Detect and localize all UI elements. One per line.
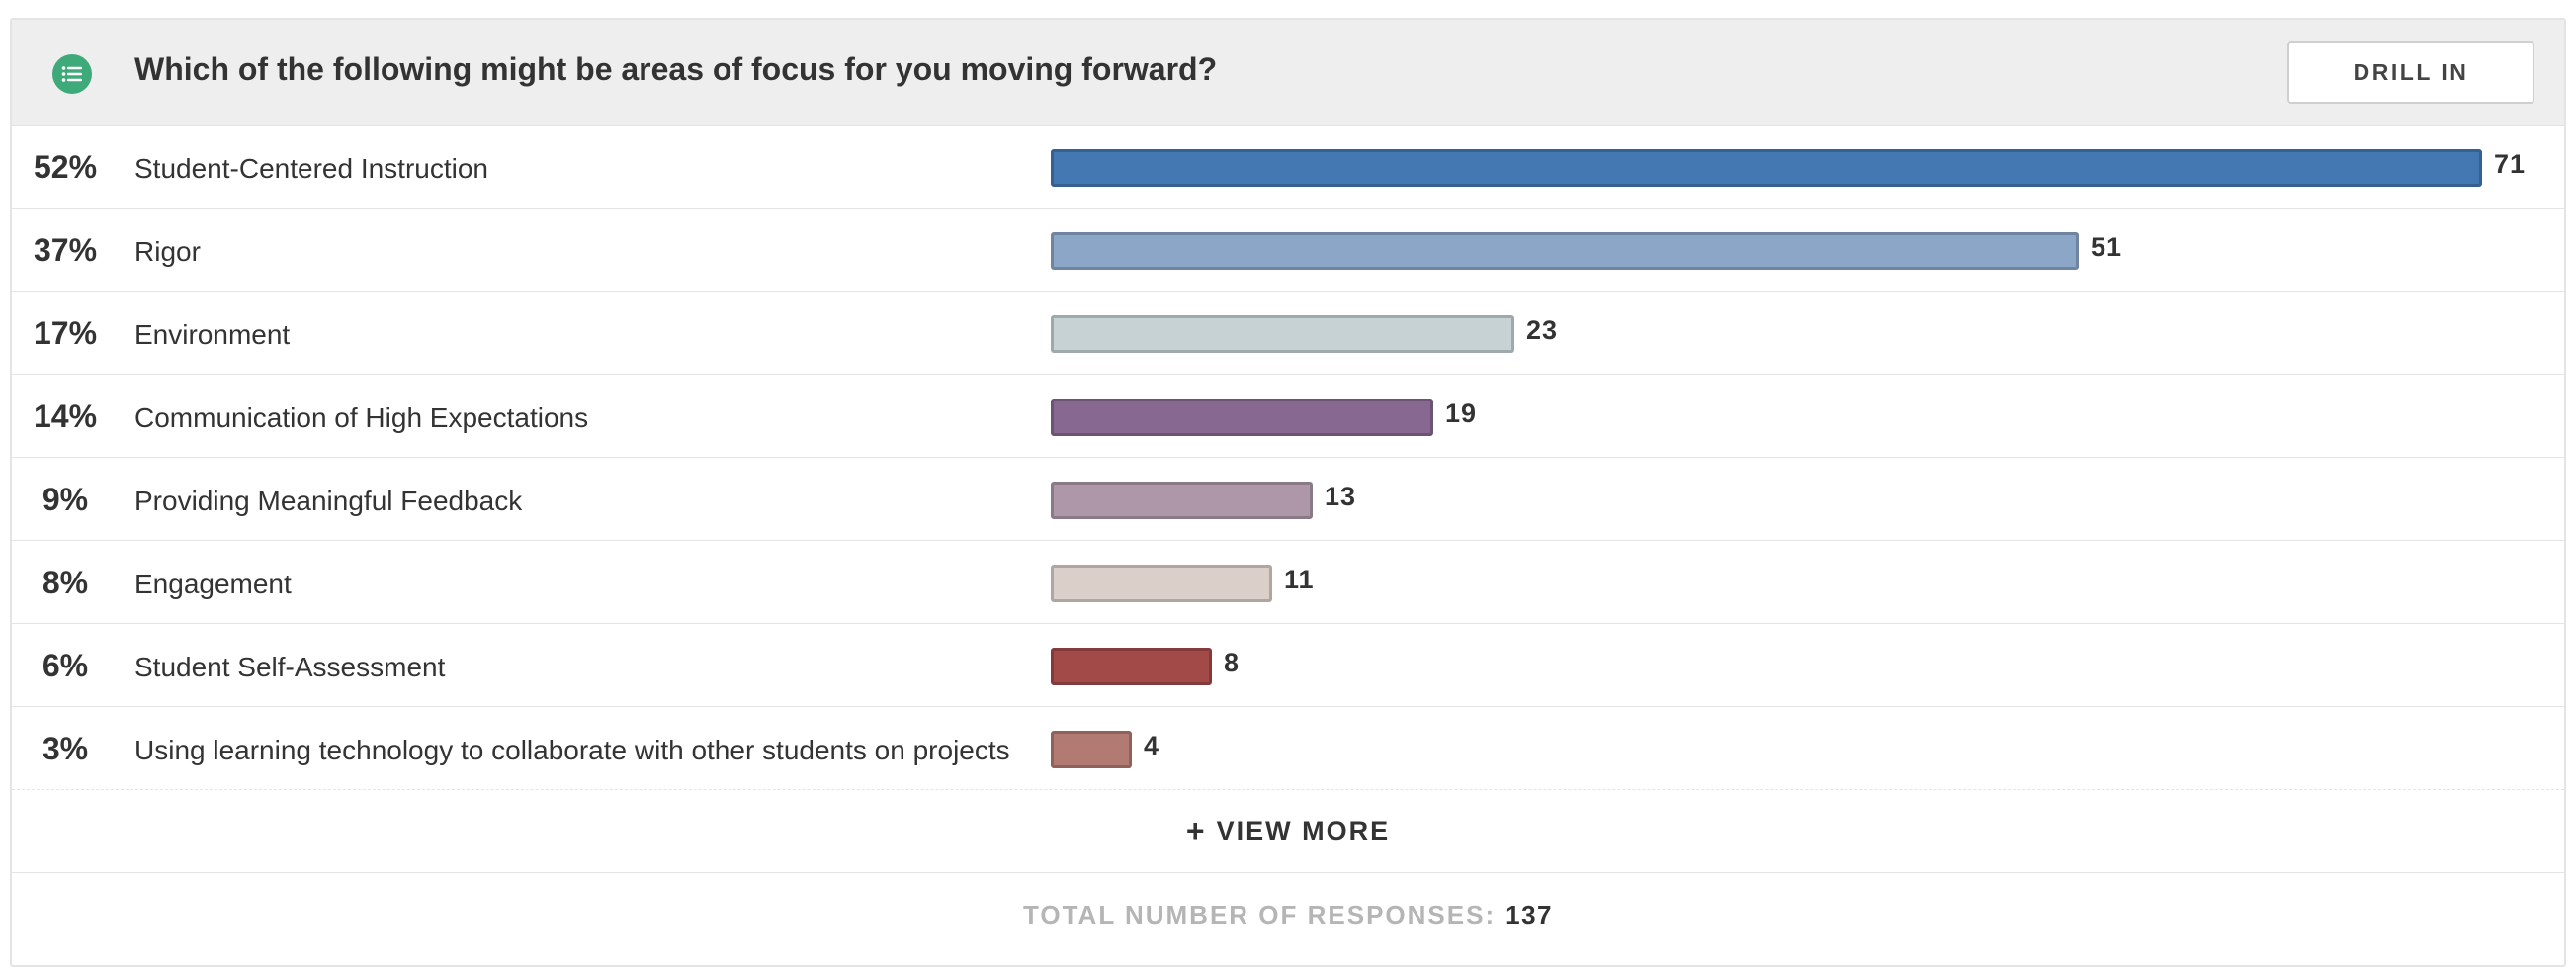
row-percentage: 17% <box>33 315 98 351</box>
question-header: Which of the following might be areas of… <box>12 20 2564 126</box>
bar <box>1051 482 1313 519</box>
row-label: Environment <box>134 319 291 350</box>
table-row: 3% Using learning technology to collabora… <box>12 707 2564 790</box>
total-responses-label: TOTAL NUMBER OF RESPONSES: <box>1022 899 1497 930</box>
row-label: Engagement <box>134 569 292 599</box>
drill-in-button[interactable]: DRILL IN <box>2287 41 2534 104</box>
bar <box>1051 731 1132 768</box>
bar <box>1051 315 1514 353</box>
table-row: 6% Student Self-Assessment 8 <box>12 624 2564 707</box>
row-label: Using learning technology to collaborate… <box>134 735 1010 765</box>
question-title: Which of the following might be areas of… <box>134 51 1218 87</box>
bar-count-label: 51 <box>2091 232 2123 262</box>
row-percentage: 9% <box>42 482 89 517</box>
table-row: 9% Providing Meaningful Feedback 13 <box>12 458 2564 541</box>
view-more-button[interactable]: + VIEW MORE <box>12 790 2564 873</box>
bar-count-label: 23 <box>1526 315 1559 345</box>
bar <box>1051 149 2482 187</box>
row-percentage: 52% <box>33 149 98 185</box>
bar <box>1051 232 2079 270</box>
bar <box>1051 399 1433 436</box>
row-label: Student Self-Assessment <box>134 652 446 682</box>
bar-count-label: 11 <box>1284 565 1315 594</box>
table-row: 37% Rigor 51 <box>12 209 2564 292</box>
bar-count-label: 13 <box>1325 482 1357 511</box>
bar <box>1051 648 1212 685</box>
bar-count-label: 71 <box>2494 149 2527 179</box>
plus-icon: + <box>1185 813 1207 848</box>
row-percentage: 8% <box>42 565 89 600</box>
table-row: 14% Communication of High Expectations 19 <box>12 375 2564 458</box>
table-row: 8% Engagement 11 <box>12 541 2564 624</box>
row-percentage: 37% <box>33 232 98 268</box>
total-responses-value: 137 <box>1505 899 1554 930</box>
question-card: Which of the following might be areas of… <box>10 18 2566 967</box>
row-label: Student-Centered Instruction <box>134 153 488 184</box>
row-label: Communication of High Expectations <box>134 402 589 433</box>
table-row: 52% Student-Centered Instruction 71 <box>12 126 2564 209</box>
row-label: Providing Meaningful Feedback <box>134 486 523 516</box>
view-more-label: VIEW MORE <box>1216 816 1391 846</box>
row-label: Rigor <box>134 236 201 267</box>
response-rows: 52% Student-Centered Instruction 71 37% Rigo… <box>12 126 2564 790</box>
list-icon <box>52 54 92 94</box>
row-percentage: 14% <box>33 399 98 434</box>
bar <box>1051 565 1272 602</box>
bar-count-label: 19 <box>1445 399 1478 428</box>
table-row: 17% Environment 23 <box>12 292 2564 375</box>
bar-count-label: 8 <box>1224 648 1241 677</box>
bar-count-label: 4 <box>1144 731 1160 760</box>
row-percentage: 3% <box>42 731 89 766</box>
row-percentage: 6% <box>42 648 89 683</box>
total-responses: TOTAL NUMBER OF RESPONSES: 137 <box>12 873 2564 956</box>
